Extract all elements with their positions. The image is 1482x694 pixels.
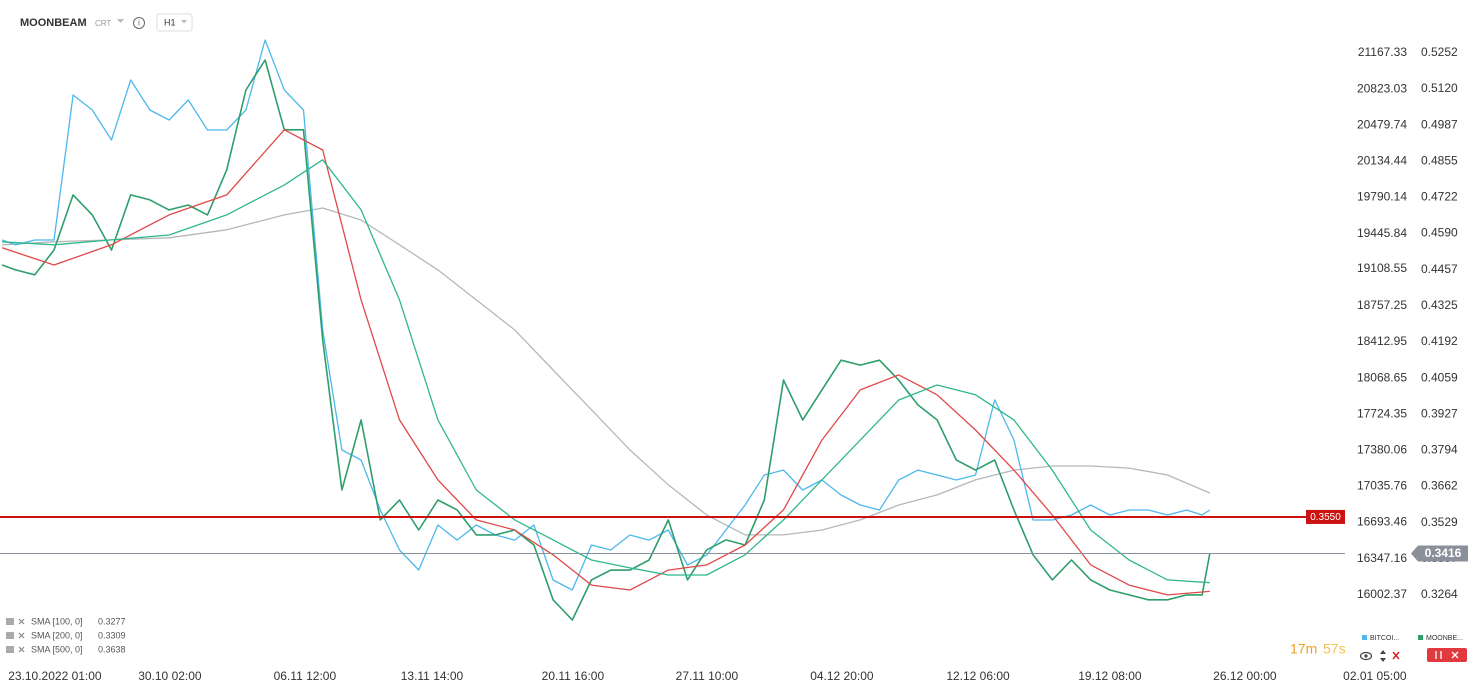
legend-name: SMA [500, 0] [31,644,83,654]
plot-area [0,39,1345,621]
symbol[interactable]: MOONBEAM [20,17,87,29]
legend-icon [6,646,14,653]
current-price-tag [1411,545,1468,562]
y2-tick-label: 0.3794 [1421,443,1458,457]
legend-swatch [1418,635,1423,640]
delete-button[interactable] [1427,648,1467,662]
y-tick-label: 17380.06 [1357,443,1407,457]
legend-value: 0.3309 [98,630,126,640]
x-tick-label: 12.12 06:00 [946,669,1010,683]
y-tick-label: 16693.46 [1357,515,1407,529]
legend-icon [6,618,14,625]
legend-label: BITCOI... [1370,635,1399,642]
y-tick-label: 17035.76 [1357,479,1407,493]
countdown: 17m 57s [1290,641,1346,657]
eye-icon[interactable] [1359,651,1373,661]
sma-legend: SMA [100, 0] 0.3277 SMA [200, 0] 0.3309 SMA … [6,616,1463,654]
y-tick-label: 17724.35 [1357,406,1407,420]
y-tick-label: 21167.33 [1358,45,1407,59]
delete-icons [1435,651,1459,659]
x-tick-label: 13.11 14:00 [401,669,464,683]
chart-header: MOONBEAM CRT i H1 [20,13,193,32]
y-tick-label: 18757.25 [1357,298,1407,312]
legend-value: 0.3277 [98,616,126,626]
legend-name: SMA [200, 0] [31,630,83,640]
legend-icon [6,632,14,639]
y-tick-label: 16002.37 [1357,587,1407,601]
x-tick-label: 04.12 20:00 [810,669,874,683]
x-tick-label: 30.10 02:00 [138,669,202,683]
legend-remove [18,618,25,625]
legend-label: MOONBE... [1426,635,1463,642]
dropdown-arrow[interactable] [117,19,124,23]
y-tick-label: 19108.55 [1357,261,1407,275]
y-tick-label: 19445.84 [1357,226,1407,240]
series-line [1,129,1210,596]
axes: 21167.33 20823.03 20479.74 20134.44 19790.14… [8,45,1468,683]
y2-tick-label: 0.3529 [1421,515,1458,529]
x-tick-label: 20.11 16:00 [542,669,605,683]
legend-remove [18,632,25,639]
legend-remove [18,646,25,653]
x-tick-label: 02.01 05:00 [1343,669,1407,683]
eye-pupil [1364,654,1368,658]
x-tick-label: 27.11 10:00 [676,669,739,683]
y2-tick-label: 0.4059 [1421,370,1458,384]
info-icon[interactable] [133,17,145,29]
y2-tick-label: 0.4457 [1421,262,1458,276]
y2-tick-label: 0.4590 [1421,226,1458,240]
interval: H1 [164,17,176,27]
legend-value: 0.3638 [98,644,126,654]
close-icon[interactable] [1392,651,1400,660]
y2-tick-label: 0.3927 [1421,406,1458,420]
x-tick-label: 26.12 00:00 [1213,669,1277,683]
y-tick-label: 16347.16 [1357,551,1407,565]
series-line [2,207,1211,536]
price-line-tag [1306,509,1345,524]
interval-select[interactable] [156,13,193,32]
current-price-label: 0.3416 [1425,546,1462,560]
y-tick-label: 20823.03 [1357,81,1407,95]
y-tick-label: 20134.44 [1357,154,1407,168]
legend-swatch [1362,635,1367,640]
y2-tick-label: 0.5252 [1421,45,1458,59]
y2-tick-label: 0.4325 [1421,298,1458,312]
dropdown-arrow [181,20,187,24]
y2-tick-label: 0.3264 [1421,587,1458,601]
symbol-badge: CRT [95,19,111,28]
series-line [1,39,1211,591]
countdown-seconds: 57s [1323,641,1346,657]
y2-tick-label: 0.3662 [1421,479,1458,493]
x-tick-label: 06.11 12:00 [274,669,337,683]
y-tick-label: 19790.14 [1357,190,1407,204]
x-tick-label: 23.10.2022 01:00 [8,669,102,683]
y2-tick-label: 0.4192 [1421,334,1458,348]
y-tick-label: 20479.74 [1357,117,1407,131]
info-i: i [138,19,140,28]
y2-tick-label: 0.4722 [1421,190,1458,204]
countdown-minutes: 17m [1290,641,1317,657]
y2-tick-label: 0.4987 [1421,117,1458,131]
series-line [1,59,1211,621]
x-tick-label: 19.12 08:00 [1078,669,1142,683]
series-line [2,159,1210,584]
y-tick-label: 18412.95 [1357,334,1407,348]
y2-tick-label: 0.4855 [1421,153,1458,167]
y-tick-label: 18068.65 [1357,370,1407,384]
legend-name: SMA [100, 0] [31,616,83,626]
y2-tick-label: 0.5120 [1421,81,1458,95]
reorder-icon[interactable] [1380,650,1386,662]
legend-controls [1359,648,1467,662]
price-line-label: 0.3550 [1310,512,1341,523]
